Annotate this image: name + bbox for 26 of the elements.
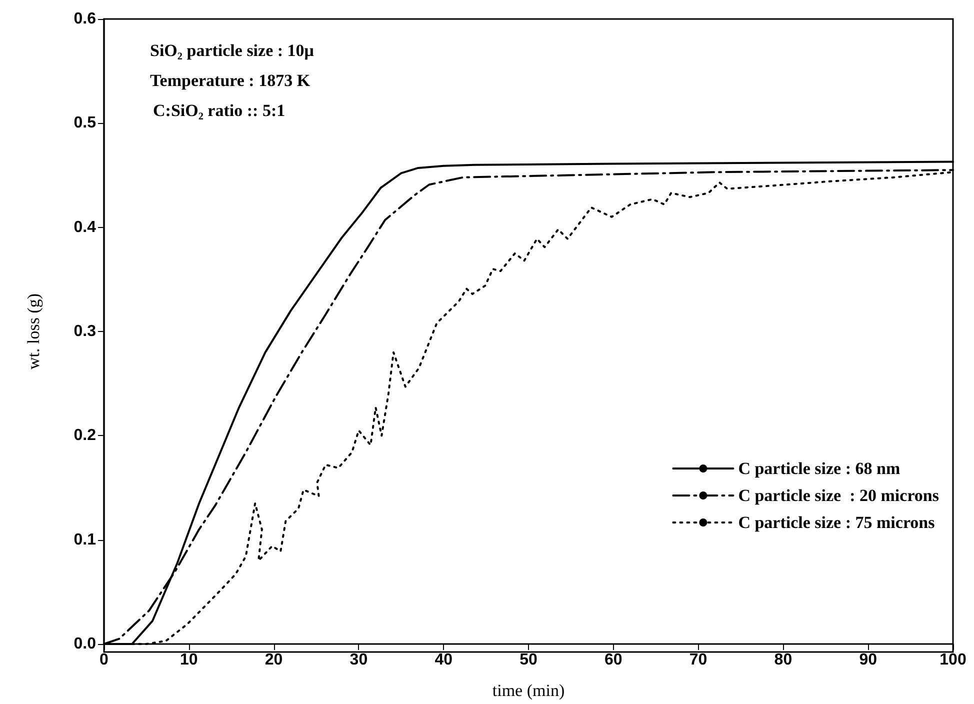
x-tick-label: 90 bbox=[859, 652, 878, 668]
x-tick-label: 0 bbox=[100, 652, 109, 668]
y-tick-label: 0.2 bbox=[74, 427, 96, 444]
legend-label: C particle size : 20 microns bbox=[738, 486, 940, 505]
x-tick-label: 50 bbox=[520, 652, 538, 668]
y-tick-label: 0.1 bbox=[74, 531, 96, 548]
x-tick-label: 20 bbox=[264, 652, 283, 668]
x-tick-label: 10 bbox=[180, 652, 198, 668]
x-tick-label: 70 bbox=[689, 652, 708, 668]
y-tick-label: 0.6 bbox=[74, 10, 96, 28]
x-tick-label: 40 bbox=[434, 652, 453, 668]
x-tick-label: 60 bbox=[604, 652, 622, 668]
y-tick-label: 0.5 bbox=[74, 114, 96, 132]
y-axis-title: wt. loss (g) bbox=[24, 293, 43, 370]
legend-label: C particle size : 75 microns bbox=[738, 513, 936, 532]
y-tick-label: 0.4 bbox=[74, 218, 96, 236]
annotation: Temperature : 1873 K bbox=[150, 71, 311, 90]
annotation: C:SiO₂ ratio :: 5:1 bbox=[153, 101, 286, 120]
x-tick-label: 80 bbox=[774, 652, 792, 668]
x-tick-label: 100 bbox=[940, 652, 966, 668]
legend-label: C particle size : 68 nm bbox=[738, 459, 900, 478]
x-tick-label: 30 bbox=[350, 652, 368, 668]
annotation: SiO₂ particle size : 10μ bbox=[150, 41, 314, 60]
y-tick-label: 0.0 bbox=[74, 636, 96, 652]
x-axis-title: time (min) bbox=[492, 681, 565, 700]
y-tick-label: 0.3 bbox=[74, 323, 96, 340]
